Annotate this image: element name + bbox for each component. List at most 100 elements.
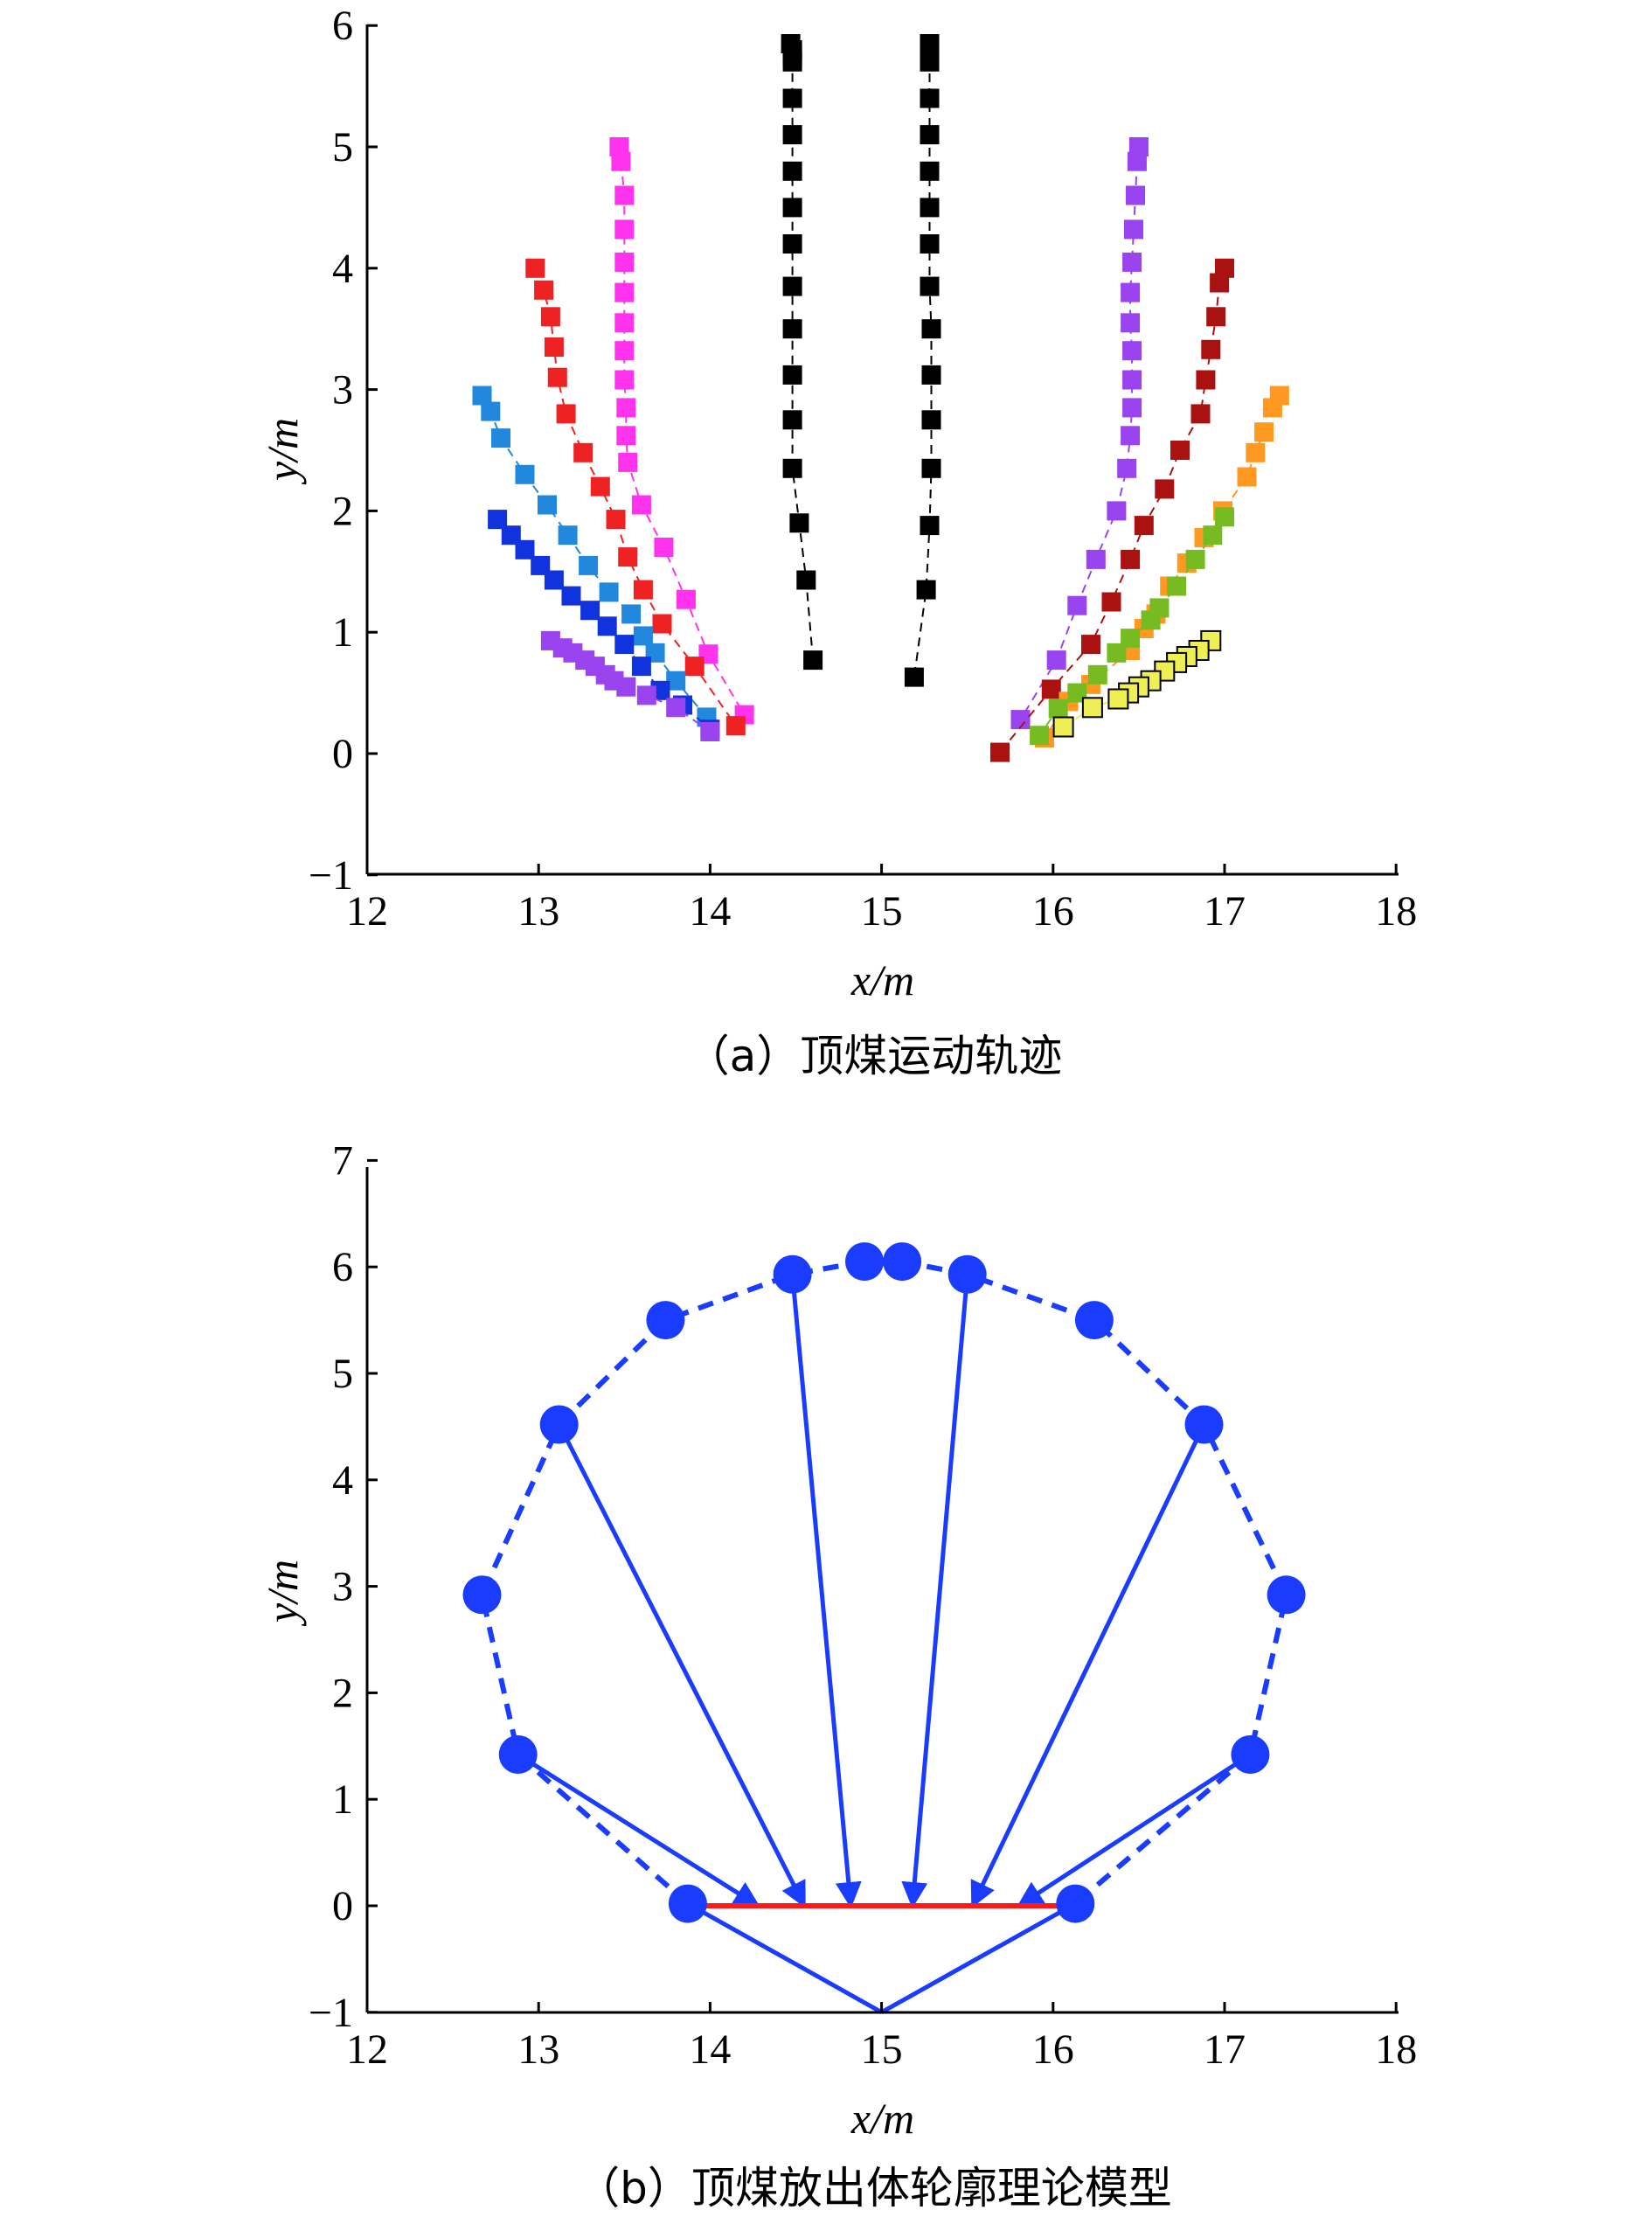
y-tick-label: 6 xyxy=(332,1244,353,1290)
trajectory-point xyxy=(599,582,619,602)
trajectory-point xyxy=(921,319,941,339)
trajectory-point xyxy=(472,386,492,406)
y-tick-label: −1 xyxy=(309,1990,353,2036)
trajectory-point xyxy=(782,458,802,478)
x-tick-label: 14 xyxy=(689,2026,731,2073)
trajectory-point xyxy=(606,510,626,530)
trajectory-point xyxy=(782,319,802,339)
y-tick-label: 2 xyxy=(332,488,353,534)
x-tick-label: 17 xyxy=(1204,2026,1246,2073)
contour-point xyxy=(498,1735,538,1774)
trajectory-point xyxy=(540,307,560,327)
trajectory-point xyxy=(618,452,638,472)
trajectory-point xyxy=(1121,282,1141,302)
x-tick-label: 17 xyxy=(1204,888,1246,935)
contour-point xyxy=(462,1575,502,1615)
trajectory-point xyxy=(1121,549,1141,569)
y-tick-label: 4 xyxy=(332,1457,353,1504)
trajectory-point xyxy=(580,601,600,621)
trajectory-point xyxy=(1117,458,1137,478)
trajectory-point xyxy=(782,52,802,72)
trajectory-point xyxy=(725,716,746,736)
trajectory-point xyxy=(803,650,823,671)
trajectory-point xyxy=(1185,549,1205,569)
trajectory-point xyxy=(544,337,564,357)
trajectory-point xyxy=(652,614,672,634)
trajectory-point xyxy=(1122,341,1142,361)
trajectory-point xyxy=(782,234,802,254)
trajectory-point xyxy=(920,52,940,72)
trajectory-point xyxy=(614,252,635,272)
trajectory-point xyxy=(796,570,816,590)
trajectory-point xyxy=(1046,650,1066,671)
trajectory-point xyxy=(616,677,636,697)
trajectory-point xyxy=(1201,339,1221,359)
trajectory-point xyxy=(1081,697,1103,719)
trajectory-point xyxy=(1107,501,1127,521)
trajectory-point xyxy=(782,198,802,218)
y-tick-label: 4 xyxy=(332,246,353,292)
y-axis-label: y/m xyxy=(258,418,307,485)
trajectory-point xyxy=(616,398,636,418)
trajectory-point xyxy=(1128,137,1149,156)
trajectory-point xyxy=(616,426,636,446)
trajectory-point xyxy=(1167,576,1187,596)
trajectory-point xyxy=(1087,664,1107,685)
caption-b: （b）顶煤放出体轮廓理论模型 xyxy=(576,2163,1172,2214)
trajectory-point xyxy=(1121,426,1141,446)
trajectory-point xyxy=(782,410,802,430)
trajectory-point xyxy=(920,88,940,108)
x-axis-label: x/m xyxy=(850,956,914,1004)
trajectory-point xyxy=(920,276,940,296)
trajectory-point xyxy=(618,547,638,567)
y-tick-label: 3 xyxy=(332,1564,353,1610)
trajectory-point xyxy=(614,185,635,205)
contour-model-marks xyxy=(462,1242,1306,2014)
trajectory-point xyxy=(614,341,635,361)
contour-point xyxy=(1074,1301,1114,1340)
trajectory-point xyxy=(921,410,941,430)
base-line xyxy=(686,1901,883,2014)
trajectory-point xyxy=(1215,258,1234,278)
trajectory-point xyxy=(920,198,940,218)
y-axis-label: y/m xyxy=(258,1560,307,1627)
trajectory-point xyxy=(782,365,802,385)
trajectory-point xyxy=(1041,679,1061,699)
caption-a: （a）顶煤运动轨迹 xyxy=(686,1031,1063,1081)
trajectory-point xyxy=(654,538,674,557)
trajectory-point xyxy=(920,516,940,536)
trajectory-point xyxy=(676,589,696,609)
trajectory-point xyxy=(1141,610,1161,630)
trajectory-point xyxy=(1126,185,1145,205)
trajectory-point xyxy=(538,495,557,515)
trajectory-point xyxy=(1048,698,1068,719)
trajectory-point xyxy=(1246,442,1266,462)
x-tick-label: 15 xyxy=(861,2026,903,2073)
flow-arrow xyxy=(901,1274,970,1908)
trajectory-point xyxy=(789,513,809,533)
trajectory-point xyxy=(1203,525,1223,546)
trajectory-point xyxy=(609,137,629,156)
flow-arrow xyxy=(557,1423,807,1908)
trajectory-point xyxy=(904,667,924,687)
trajectory-markers xyxy=(472,34,1289,762)
trajectory-point xyxy=(782,88,802,108)
trajectory-point xyxy=(631,657,651,677)
trajectory-point xyxy=(782,125,802,145)
trajectory-point xyxy=(1010,710,1031,730)
x-tick-label: 13 xyxy=(517,2026,559,2073)
trajectory-point xyxy=(561,586,581,606)
trajectory-point xyxy=(614,219,635,240)
trajectory-point xyxy=(921,458,941,478)
trajectory-point xyxy=(921,365,941,385)
trajectory-point xyxy=(1127,151,1147,171)
trajectory-point xyxy=(488,510,508,530)
trajectory-point xyxy=(920,161,940,181)
trajectory-point xyxy=(633,580,653,600)
y-tick-label: 1 xyxy=(332,1776,353,1823)
x-tick-label: 16 xyxy=(1032,888,1074,935)
trajectory-point xyxy=(614,282,635,302)
